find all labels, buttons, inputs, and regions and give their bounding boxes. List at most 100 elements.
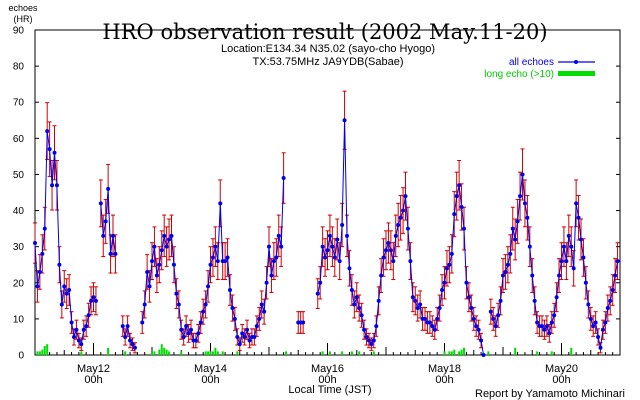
data-point	[132, 345, 137, 350]
data-point	[432, 327, 437, 332]
data-point	[542, 327, 547, 332]
data-point	[600, 327, 605, 332]
data-point	[342, 118, 347, 123]
data-point	[564, 259, 569, 264]
data-point	[147, 284, 152, 289]
data-point	[554, 295, 559, 300]
data-point	[206, 284, 211, 289]
long-echo-bar	[80, 351, 83, 355]
data-point	[254, 324, 259, 329]
x-tick-label-date: May20	[545, 363, 578, 375]
data-point	[496, 313, 501, 318]
data-point	[369, 342, 374, 347]
data-point	[413, 298, 418, 303]
long-echo-bar	[107, 347, 110, 355]
data-point	[391, 259, 396, 264]
long-echo-bar	[38, 351, 41, 355]
data-point	[598, 345, 603, 350]
data-point	[515, 219, 520, 224]
data-point	[320, 244, 325, 249]
data-point	[208, 262, 213, 267]
data-point	[325, 248, 330, 253]
data-point	[193, 338, 198, 343]
data-point	[142, 302, 147, 307]
data-point	[403, 194, 408, 199]
data-point	[81, 327, 86, 332]
long-echo-bar	[463, 347, 465, 355]
data-point	[162, 233, 167, 238]
data-point	[454, 194, 459, 199]
long-echo-bar	[163, 347, 166, 355]
data-point	[440, 288, 445, 292]
data-point	[89, 298, 94, 303]
data-point	[213, 244, 218, 249]
data-point	[452, 212, 457, 217]
data-point	[447, 262, 452, 267]
data-point	[35, 284, 40, 289]
data-point	[522, 201, 527, 206]
x-tick-label-hour: 00h	[435, 374, 453, 386]
data-point	[274, 255, 279, 260]
long-echo-bar	[216, 351, 219, 355]
data-point	[86, 313, 91, 318]
data-point	[267, 244, 271, 249]
data-point	[474, 324, 479, 329]
data-point	[315, 291, 320, 296]
long-echo-bar	[458, 351, 461, 355]
data-point	[405, 226, 410, 231]
data-point	[276, 233, 281, 238]
long-echo-bar	[285, 351, 288, 355]
x-tick-label-hour: 00h	[318, 374, 336, 386]
data-point	[196, 331, 201, 336]
data-point	[281, 176, 286, 181]
data-point	[237, 342, 242, 347]
data-point	[52, 150, 57, 155]
long-echo-bar	[151, 351, 153, 355]
data-point	[481, 353, 486, 357]
data-point	[547, 331, 552, 336]
data-point	[427, 320, 432, 325]
data-point	[223, 259, 228, 264]
data-point	[323, 255, 328, 260]
credit-text: Report by Yamamoto Michinari	[475, 388, 625, 400]
long-echo-bar	[153, 351, 156, 355]
data-point	[181, 334, 186, 339]
data-point	[125, 324, 130, 329]
data-point	[501, 273, 505, 278]
data-point	[318, 280, 323, 285]
data-point	[240, 331, 245, 336]
data-point	[252, 334, 257, 339]
data-point	[40, 251, 45, 256]
long-echo-bar	[453, 349, 456, 355]
y-axis-label-line1: echoes	[8, 3, 38, 13]
x-tick-label-hour: 00h	[201, 374, 219, 386]
data-point	[210, 255, 215, 260]
x-tick-label-date: May12	[77, 363, 110, 375]
y-tick-label: 30	[13, 242, 25, 253]
long-echo-bar	[372, 351, 375, 355]
data-point	[335, 237, 340, 242]
data-point	[120, 324, 125, 329]
data-point	[479, 338, 484, 343]
data-point	[508, 251, 513, 256]
data-point	[47, 147, 52, 152]
data-point	[174, 291, 179, 296]
long-echo-bar	[209, 351, 212, 355]
long-echo-bar	[328, 351, 331, 355]
legend-marker-all-echoes	[574, 60, 578, 64]
data-point	[91, 295, 96, 300]
long-echo-bar	[124, 351, 127, 355]
x-tick-label-hour: 00h	[552, 374, 570, 386]
data-point	[330, 244, 335, 249]
data-point	[418, 302, 423, 307]
long-echo-bar	[350, 351, 353, 355]
data-point	[464, 280, 469, 285]
long-echo-bar	[570, 347, 573, 355]
x-tick-label-date: May18	[428, 363, 461, 375]
y-tick-label: 70	[13, 98, 25, 109]
x-axis-label: Local Time (JST)	[288, 384, 371, 396]
data-point	[198, 320, 203, 325]
data-point	[101, 233, 106, 238]
